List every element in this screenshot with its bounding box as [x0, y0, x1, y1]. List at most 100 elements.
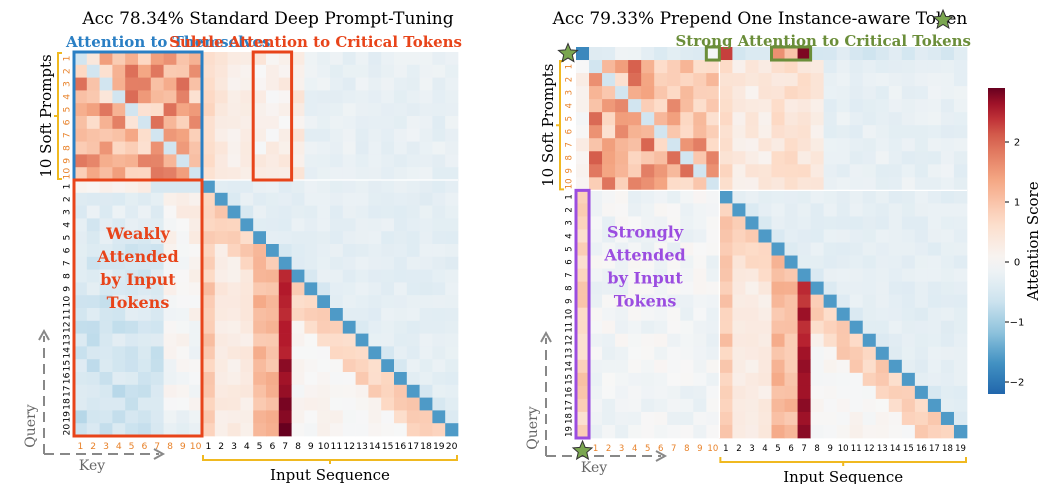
- heatmap-cell: [771, 242, 785, 256]
- heatmap-cell: [758, 216, 772, 230]
- heatmap-cell: [86, 116, 100, 130]
- heatmap-cell: [602, 112, 616, 126]
- heatmap-cell: [680, 190, 694, 204]
- heatmap-cell: [940, 346, 955, 361]
- heatmap-cell: [330, 269, 344, 283]
- instance-star-x: [571, 439, 594, 461]
- heatmap-cell: [406, 372, 420, 386]
- heatmap-cell: [589, 229, 603, 243]
- heatmap-cell: [138, 372, 152, 386]
- heatmap-cell: [940, 268, 955, 282]
- heatmap-cell: [278, 64, 292, 78]
- heatmap-cell: [732, 398, 746, 413]
- y-tick-label: 16: [565, 387, 575, 398]
- heatmap-cell: [227, 410, 241, 424]
- y-tick-label: 4: [565, 103, 575, 108]
- heatmap-cell: [810, 372, 824, 387]
- heatmap-cell: [432, 269, 446, 283]
- heatmap-cell: [654, 268, 668, 282]
- heatmap-cell: [706, 268, 720, 282]
- heatmap-cell: [202, 384, 216, 398]
- heatmap-cell: [304, 308, 318, 322]
- heatmap-cell: [189, 346, 203, 360]
- heatmap-cell: [654, 86, 668, 100]
- heatmap-cell: [214, 244, 228, 258]
- heatmap-cell: [99, 64, 113, 78]
- heatmap-cell: [266, 218, 280, 232]
- heatmap-cell: [406, 282, 420, 296]
- y-tick-label: 1: [565, 64, 575, 69]
- heatmap-cell: [355, 359, 369, 373]
- heatmap-cell: [112, 218, 126, 232]
- heatmap-cell: [74, 103, 88, 117]
- y-tick-label: 1: [565, 194, 575, 199]
- heatmap-cell: [875, 73, 890, 87]
- heatmap-cell: [602, 164, 616, 178]
- heatmap-cell: [368, 333, 382, 347]
- heatmap-cell: [706, 60, 720, 74]
- heatmap-cell: [445, 205, 459, 219]
- x-tick-label: 7: [282, 441, 288, 452]
- heatmap-cell: [406, 359, 420, 373]
- heatmap-cell: [432, 180, 446, 194]
- heatmap-cell: [445, 154, 459, 168]
- heatmap-cell: [304, 167, 318, 181]
- heatmap-cell: [745, 255, 759, 269]
- heatmap-cell: [745, 294, 759, 309]
- heatmap-cell: [719, 164, 733, 178]
- heatmap-cell: [940, 242, 955, 256]
- heatmap-cell: [914, 385, 929, 400]
- heatmap-cell: [202, 90, 216, 104]
- key-arrow-head: [153, 448, 166, 460]
- heatmap-cell: [138, 77, 152, 91]
- heatmap-cell: [368, 384, 382, 398]
- heatmap-cell: [445, 116, 459, 130]
- heatmap-cell: [240, 141, 254, 155]
- heatmap-cell: [849, 411, 864, 426]
- heatmap-cell: [330, 244, 344, 258]
- heatmap-cell: [227, 128, 241, 142]
- heatmap-cell: [253, 116, 267, 130]
- heatmap-cell: [317, 256, 331, 270]
- heatmap-cell: [901, 320, 916, 335]
- heatmap-cell: [214, 167, 228, 181]
- heatmap-cell: [253, 282, 267, 296]
- heatmap-cell: [849, 216, 864, 230]
- heatmap-cell: [278, 320, 292, 334]
- heatmap-cell: [138, 269, 152, 283]
- heatmap-cell: [680, 73, 694, 87]
- heatmap-cell: [758, 151, 772, 165]
- heatmap-cell: [253, 244, 267, 258]
- heatmap-cell: [202, 269, 216, 283]
- heatmap-cell: [317, 346, 331, 360]
- heatmap-cell: [615, 281, 629, 295]
- heatmap-cell: [202, 128, 216, 142]
- x-tick-label: 8: [167, 441, 173, 452]
- heatmap-cell: [797, 242, 811, 256]
- heatmap-cell: [849, 294, 864, 309]
- colorbar-tick-label: 2: [1014, 138, 1020, 149]
- heatmap-cell: [253, 423, 267, 437]
- heatmap-cell: [849, 47, 864, 61]
- heatmap-cell: [317, 64, 331, 78]
- heatmap-cell: [240, 269, 254, 283]
- heatmap-cell: [693, 125, 707, 139]
- heatmap-cell: [214, 154, 228, 168]
- heatmap-cell: [641, 151, 655, 165]
- heatmap-cell: [304, 180, 318, 194]
- heatmap-cell: [253, 269, 267, 283]
- heatmap-cell: [317, 359, 331, 373]
- heatmap-cell: [771, 307, 785, 322]
- y-tick-label: 9: [62, 286, 73, 292]
- heatmap-cell: [602, 229, 616, 243]
- heatmap-cell: [602, 359, 616, 374]
- heatmap-cell: [771, 294, 785, 309]
- heatmap-cell: [667, 359, 681, 374]
- heatmap-cell: [732, 216, 746, 230]
- heatmap-cell: [266, 384, 280, 398]
- heatmap-cell: [693, 398, 707, 413]
- heatmap-cell: [914, 268, 929, 282]
- heatmap-cell: [240, 397, 254, 411]
- heatmap-cell: [330, 423, 344, 437]
- heatmap-cell: [355, 244, 369, 258]
